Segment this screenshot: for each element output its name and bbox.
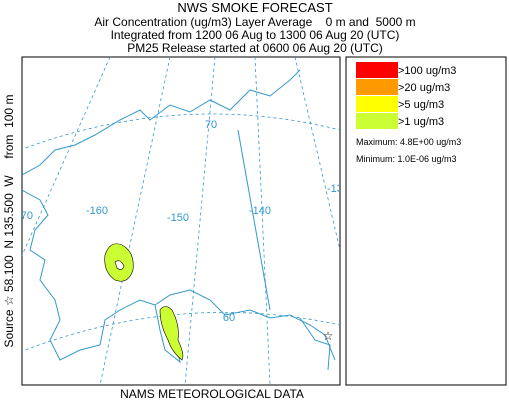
maximum: Maximum: 4.8E+00 ug/m3 <box>356 137 461 147</box>
source-label: Source ☆ 58.100 N 135.500 W from 100 m <box>2 95 16 348</box>
graticule-label: -130 <box>327 183 349 195</box>
source-marker: ☆ <box>323 329 334 343</box>
graticule-label: -160 <box>86 205 108 217</box>
map-frame <box>21 56 341 386</box>
minimum: Minimum: 1.0E-06 ug/m3 <box>356 154 457 164</box>
header-line: PM25 Release started at 0600 06 Aug 20 (… <box>127 41 382 55</box>
map: ☆ -170 -160 -150 -140 -130 70 60 <box>11 57 349 385</box>
graticule <box>22 57 340 385</box>
legend-swatch <box>356 62 398 78</box>
legend-label: >5 ug/m3 <box>398 99 444 111</box>
legend-swatch <box>356 96 398 112</box>
graticule-label: 60 <box>223 312 235 324</box>
coastline <box>22 69 336 371</box>
legend-label: >100 ug/m3 <box>398 65 456 77</box>
graticule-label: -170 <box>11 210 33 222</box>
plume-area <box>159 306 184 361</box>
legend-label: >1 ug/m3 <box>398 116 444 128</box>
legend-label: >20 ug/m3 <box>398 82 450 94</box>
legend: >100 ug/m3 >20 ug/m3 >5 ug/m3 >1 ug/m3 <box>356 62 456 129</box>
title: NWS SMOKE FORECAST <box>177 0 332 15</box>
graticule-label: 70 <box>205 119 217 131</box>
header-line: Integrated from 1200 06 Aug to 1300 06 A… <box>111 28 400 42</box>
plume <box>104 243 184 361</box>
graticule-label: -140 <box>249 205 271 217</box>
graticule-label: -150 <box>167 212 189 224</box>
legend-swatch <box>356 79 398 95</box>
footer: NAMS METEOROLOGICAL DATA <box>120 387 304 401</box>
plume-hole <box>114 260 125 270</box>
legend-swatch <box>356 113 398 129</box>
header-line: Air Concentration (ug/m3) Layer Average … <box>94 15 415 29</box>
